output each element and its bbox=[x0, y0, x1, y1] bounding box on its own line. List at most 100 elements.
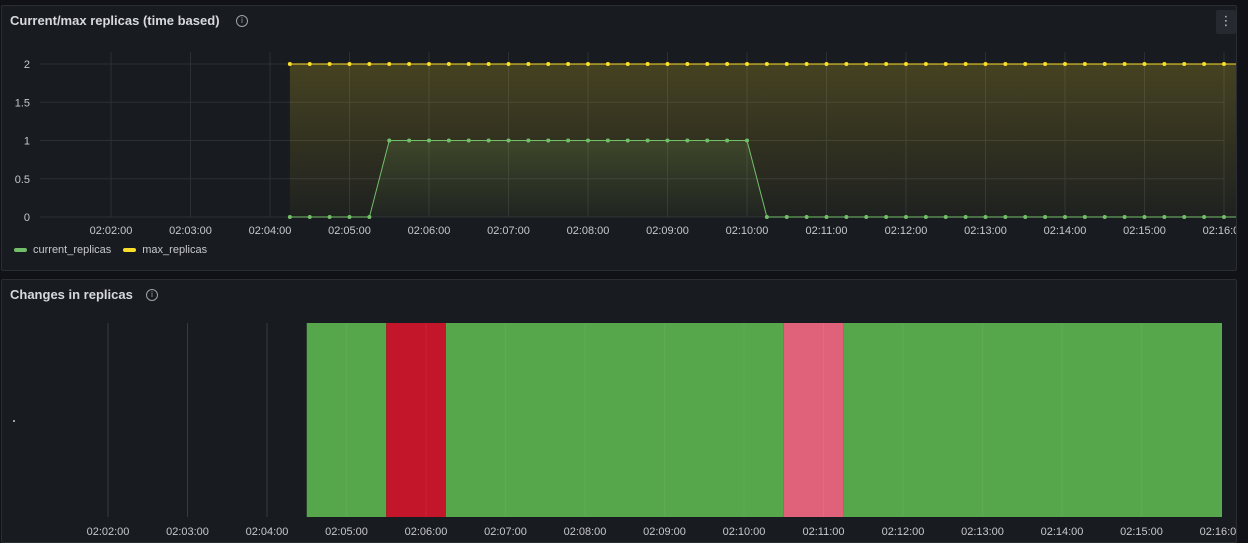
data-point bbox=[427, 138, 431, 143]
panel-title: Current/max replicas (time based) bbox=[10, 13, 220, 28]
x-tick-label: 02:02:00 bbox=[87, 526, 130, 538]
x-tick-label: 02:06:00 bbox=[405, 526, 448, 538]
data-point bbox=[784, 215, 789, 219]
x-tick-label: 02:08:00 bbox=[567, 225, 610, 237]
legend-item-current[interactable]: current_replicas bbox=[14, 244, 111, 256]
x-tick-label: 02:07:00 bbox=[484, 526, 527, 538]
data-point bbox=[1202, 62, 1207, 66]
data-point bbox=[804, 215, 809, 219]
data-point bbox=[287, 62, 292, 66]
legend-label: max_replicas bbox=[142, 244, 208, 256]
info-circle-icon[interactable]: i bbox=[146, 289, 158, 301]
data-point bbox=[1043, 215, 1048, 219]
data-point bbox=[923, 215, 928, 219]
row-marker bbox=[13, 420, 15, 422]
data-point bbox=[665, 62, 670, 66]
state-segment-increase bbox=[386, 323, 446, 517]
x-tick-label: 02:11:00 bbox=[805, 225, 847, 237]
data-point bbox=[983, 62, 988, 66]
x-tick-label: 02:12:00 bbox=[882, 526, 925, 538]
data-point bbox=[446, 138, 451, 143]
data-point bbox=[367, 215, 372, 219]
x-tick-label: 02:10:00 bbox=[726, 225, 769, 237]
data-point bbox=[1222, 215, 1226, 219]
y-tick-label: 2 bbox=[24, 59, 30, 71]
data-point bbox=[1162, 215, 1167, 219]
data-point bbox=[884, 215, 889, 219]
data-point bbox=[725, 62, 730, 66]
data-point bbox=[1082, 215, 1087, 219]
data-point bbox=[784, 62, 789, 66]
x-tick-label: 02:02:00 bbox=[90, 225, 133, 237]
data-point bbox=[586, 62, 590, 66]
data-point bbox=[645, 138, 650, 143]
data-point bbox=[1142, 215, 1147, 219]
data-point bbox=[725, 138, 730, 143]
data-point bbox=[486, 62, 491, 66]
info-circle-icon[interactable]: i bbox=[236, 15, 248, 27]
data-point bbox=[864, 215, 869, 219]
data-point bbox=[1003, 215, 1008, 219]
data-point bbox=[446, 62, 451, 66]
data-point bbox=[764, 215, 769, 219]
x-tick-label: 02:05:00 bbox=[328, 225, 371, 237]
data-point bbox=[546, 62, 551, 66]
data-point bbox=[427, 62, 431, 66]
x-tick-label: 02:13:00 bbox=[961, 526, 1004, 538]
x-tick-label: 02:15:00 bbox=[1120, 526, 1163, 538]
data-point bbox=[407, 138, 412, 143]
y-tick-label: 0.5 bbox=[15, 174, 30, 186]
kebab-menu-icon[interactable]: ⋮ bbox=[1216, 10, 1236, 34]
data-point bbox=[1102, 62, 1107, 66]
panel-title: Changes in replicas bbox=[10, 287, 133, 302]
data-point bbox=[367, 62, 372, 66]
data-point bbox=[1063, 215, 1067, 219]
data-point bbox=[566, 62, 571, 66]
data-point bbox=[625, 138, 630, 143]
replicas-time-panel: Current/max replicas (time based) i ⋮ 0 0… bbox=[1, 5, 1237, 271]
data-point bbox=[963, 62, 968, 66]
data-point bbox=[466, 62, 471, 66]
data-point bbox=[526, 62, 531, 66]
data-point bbox=[526, 138, 531, 143]
x-tick-label: 02:15:00 bbox=[1123, 225, 1166, 237]
data-point bbox=[1162, 62, 1167, 66]
x-tick-label: 02:14:00 bbox=[1041, 526, 1084, 538]
x-tick-label: 02:12:00 bbox=[885, 225, 928, 237]
data-point bbox=[1182, 62, 1187, 66]
x-tick-label: 02:11:00 bbox=[802, 526, 844, 538]
data-point bbox=[566, 138, 571, 143]
data-point bbox=[904, 215, 908, 219]
x-tick-label: 02:16:00 bbox=[1200, 526, 1236, 538]
data-point bbox=[685, 138, 690, 143]
replica-changes-panel: Changes in replicas i 02:02:00 02:03:00 02… bbox=[1, 279, 1237, 543]
data-point bbox=[963, 215, 968, 219]
data-point bbox=[1023, 62, 1028, 66]
data-point bbox=[904, 62, 908, 66]
data-point bbox=[705, 138, 710, 143]
data-point bbox=[764, 62, 769, 66]
data-point bbox=[685, 62, 690, 66]
data-point bbox=[605, 62, 610, 66]
data-point bbox=[327, 215, 332, 219]
x-tick-label: 02:14:00 bbox=[1044, 225, 1087, 237]
data-point bbox=[506, 138, 511, 143]
data-point bbox=[1182, 215, 1187, 219]
legend-item-max[interactable]: max_replicas bbox=[123, 244, 207, 256]
x-tick-label: 02:09:00 bbox=[643, 526, 686, 538]
data-point bbox=[745, 138, 749, 143]
y-tick-label: 0 bbox=[24, 212, 30, 224]
data-point bbox=[387, 138, 392, 143]
data-point bbox=[844, 215, 849, 219]
state-segment-steady bbox=[445, 323, 784, 517]
data-point bbox=[884, 62, 889, 66]
legend-swatch-icon bbox=[123, 248, 137, 252]
x-tick-label: 02:04:00 bbox=[249, 225, 292, 237]
data-point bbox=[347, 62, 352, 66]
data-point bbox=[844, 62, 849, 66]
x-tick-label: 02:05:00 bbox=[325, 526, 368, 538]
data-point bbox=[943, 215, 948, 219]
data-point bbox=[1202, 215, 1207, 219]
series-area-max_replicas bbox=[289, 64, 1236, 217]
data-point bbox=[745, 62, 749, 66]
